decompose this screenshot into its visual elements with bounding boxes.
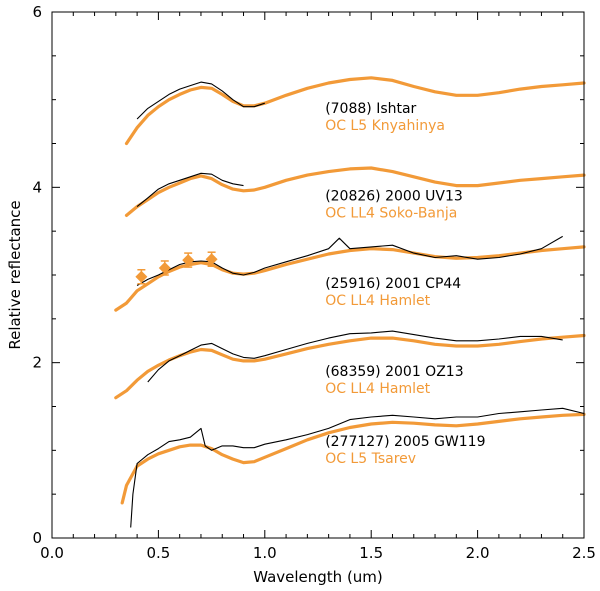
x-tick-label: 1.0 xyxy=(253,544,277,562)
meteorite-series-oc-l5-knyahinya-0 xyxy=(124,76,586,146)
asteroid-series-20826-2000-uv13-1 xyxy=(136,172,244,208)
meteorite-series-oc-l5-tsarev-4 xyxy=(120,412,586,505)
annotation-asteroid-name: (68359) 2001 OZ13 xyxy=(325,364,463,380)
y-tick-label: 4 xyxy=(32,178,42,196)
points-layer xyxy=(135,251,218,285)
data-point-diamond xyxy=(205,253,218,266)
annotation-asteroid-name: (20826) 2000 UV13 xyxy=(325,188,463,204)
series-layer xyxy=(114,76,586,528)
meteorite-series-oc-ll4-soko-banja-1 xyxy=(124,166,586,217)
y-tick-label: 2 xyxy=(32,354,42,372)
x-tick-label: 2.0 xyxy=(466,544,490,562)
asteroid-series-277127-2005-gw119-4 xyxy=(130,407,585,528)
asteroid-series-25916-2001-cp44-2 xyxy=(136,235,563,286)
data-point-diamond xyxy=(182,254,195,267)
x-tick-label: 0.5 xyxy=(146,544,170,562)
x-tick-label: 0.0 xyxy=(40,544,64,562)
meteorite-series-oc-ll4-hamlet-2 xyxy=(114,245,586,312)
data-point-diamond xyxy=(135,270,148,283)
annotation-meteorite-name: OC LL4 Hamlet xyxy=(325,381,430,397)
x-tick-label: 1.5 xyxy=(359,544,383,562)
y-tick-label: 0 xyxy=(32,529,42,547)
annotation-asteroid-name: (277127) 2005 GW119 xyxy=(325,434,485,450)
x-axis-title: Wavelength (um) xyxy=(253,568,383,586)
annotation-meteorite-name: OC LL4 Soko-Banja xyxy=(325,205,457,221)
x-tick-label: 2.5 xyxy=(572,544,596,562)
y-axis-title: Relative reflectance xyxy=(6,200,24,349)
asteroid-series-68359-2001-oz13-3 xyxy=(147,330,563,383)
annotation-meteorite-name: OC LL4 Hamlet xyxy=(325,293,430,309)
y-tick-label: 6 xyxy=(32,3,42,21)
annotation-meteorite-name: OC L5 Tsarev xyxy=(325,451,416,467)
annotation-asteroid-name: (25916) 2001 CP44 xyxy=(325,276,461,292)
asteroid-series-7088-ishtar-0 xyxy=(136,81,265,120)
axes-layer: 0.0 0.5 1.0 1.5 2.0 2.5 0 2 4 6 xyxy=(32,3,595,562)
annotation-meteorite-name: OC L5 Knyahinya xyxy=(325,118,445,134)
data-point-diamond xyxy=(158,261,171,274)
meteorite-series-oc-ll4-hamlet-3 xyxy=(114,333,586,400)
annotation-asteroid-name: (7088) Ishtar xyxy=(325,101,416,117)
